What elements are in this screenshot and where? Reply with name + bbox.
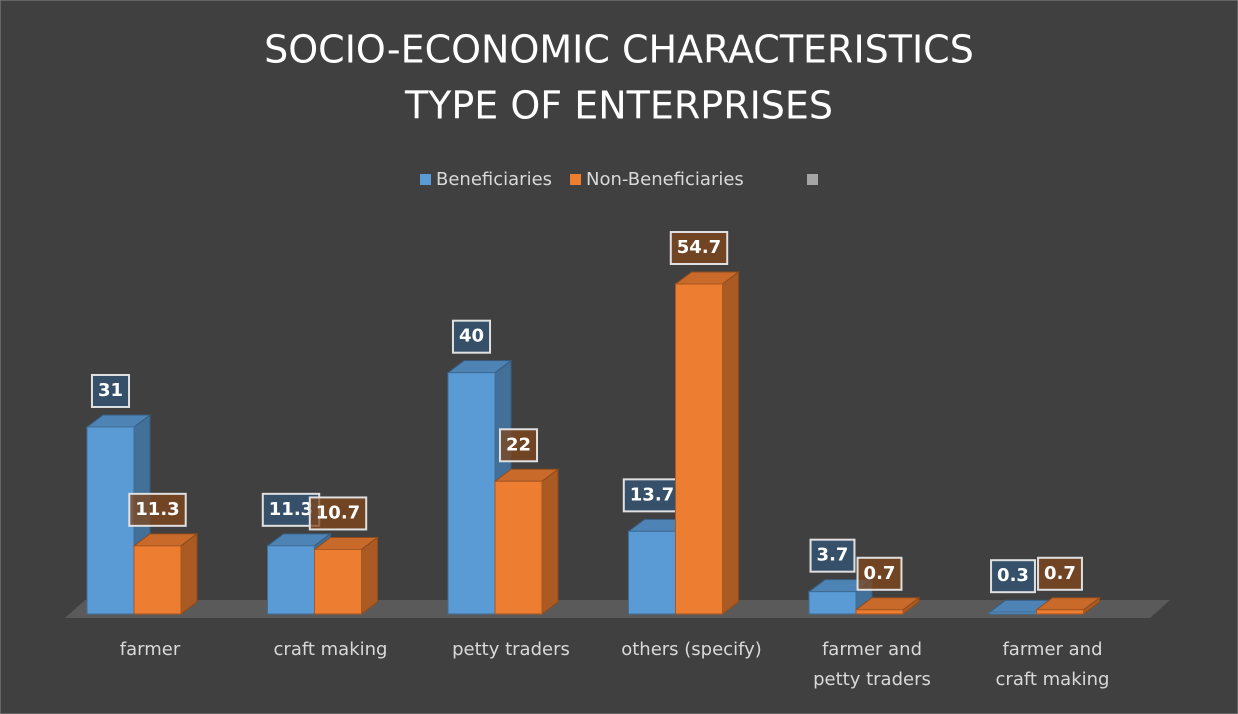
data-label: 40 bbox=[451, 319, 492, 354]
bar bbox=[132, 532, 199, 615]
data-label-box bbox=[128, 492, 187, 527]
bar-front bbox=[675, 283, 723, 615]
bar bbox=[493, 468, 560, 615]
legend-label: Non-Beneficiaries bbox=[586, 169, 744, 190]
bar-front bbox=[628, 530, 676, 615]
x-tick-label: others (specify) bbox=[621, 639, 762, 660]
bar-front bbox=[267, 545, 315, 615]
data-label-box bbox=[451, 319, 492, 354]
data-label: 54.7 bbox=[669, 231, 729, 265]
data-label: 31 bbox=[90, 373, 131, 408]
data-label-text: 13.7 bbox=[630, 484, 674, 505]
legend-swatch bbox=[570, 174, 582, 185]
legend-swatch bbox=[807, 174, 818, 185]
x-tick-label: farmer and craft making bbox=[996, 639, 1110, 690]
bar-side bbox=[722, 271, 739, 615]
x-tick-label: petty traders bbox=[452, 639, 570, 660]
data-label-text: 54.7 bbox=[677, 237, 721, 258]
bar bbox=[854, 596, 921, 615]
data-label: 0.7 bbox=[856, 556, 903, 591]
data-label-box bbox=[1037, 556, 1083, 591]
data-label: 10.7 bbox=[308, 496, 368, 531]
data-label-text: 40 bbox=[459, 326, 484, 347]
data-label-box bbox=[809, 538, 856, 573]
bar-front bbox=[855, 609, 904, 615]
bar-front bbox=[1036, 609, 1084, 615]
chart-subtitle: TYPE OF ENTERPRISES bbox=[404, 84, 833, 128]
data-label: 13.7 bbox=[622, 478, 682, 513]
data-label-text: 0.3 bbox=[997, 565, 1029, 586]
chart-title: SOCIO-ECONOMIC CHARACTERISTICS bbox=[264, 28, 974, 72]
bar-side bbox=[180, 532, 198, 615]
bar-side bbox=[361, 536, 378, 615]
data-label-box bbox=[622, 478, 682, 513]
bar-front bbox=[86, 426, 135, 615]
data-label-text: 0.7 bbox=[1044, 563, 1076, 584]
legend-label: Beneficiaries bbox=[436, 169, 552, 190]
x-tick-label: craft making bbox=[274, 639, 388, 660]
data-label: 0.3 bbox=[990, 559, 1036, 594]
bar-side bbox=[541, 468, 559, 615]
legend-swatch bbox=[420, 174, 431, 185]
data-label: 22 bbox=[498, 428, 539, 463]
x-tick-label: farmer and petty traders bbox=[813, 639, 931, 690]
bar-front bbox=[494, 480, 543, 615]
data-label-box bbox=[308, 496, 368, 531]
x-tick-label: farmer bbox=[120, 639, 181, 660]
data-label-text: 3.7 bbox=[817, 545, 849, 566]
data-label-text: 11.3 bbox=[269, 499, 313, 520]
bar-front bbox=[989, 611, 1037, 615]
data-label-box bbox=[90, 373, 131, 408]
bar bbox=[674, 271, 740, 615]
data-label-text: 22 bbox=[506, 434, 531, 455]
data-label-text: 10.7 bbox=[316, 502, 360, 523]
bar-front bbox=[447, 372, 496, 615]
bar-front bbox=[314, 548, 362, 615]
data-label-box bbox=[856, 556, 903, 591]
bar bbox=[1035, 596, 1101, 615]
bar-front bbox=[133, 545, 182, 615]
data-label: 0.7 bbox=[1037, 556, 1083, 591]
data-label-box bbox=[990, 559, 1036, 594]
data-label-text: 31 bbox=[98, 380, 123, 401]
data-label: 3.7 bbox=[809, 538, 856, 573]
data-label-text: 11.3 bbox=[135, 499, 179, 520]
bar-front bbox=[808, 591, 857, 615]
data-label-box bbox=[669, 231, 729, 265]
data-label-box bbox=[498, 428, 539, 463]
bar bbox=[313, 536, 379, 615]
data-label-text: 0.7 bbox=[864, 563, 896, 584]
data-label: 11.3 bbox=[128, 492, 187, 527]
